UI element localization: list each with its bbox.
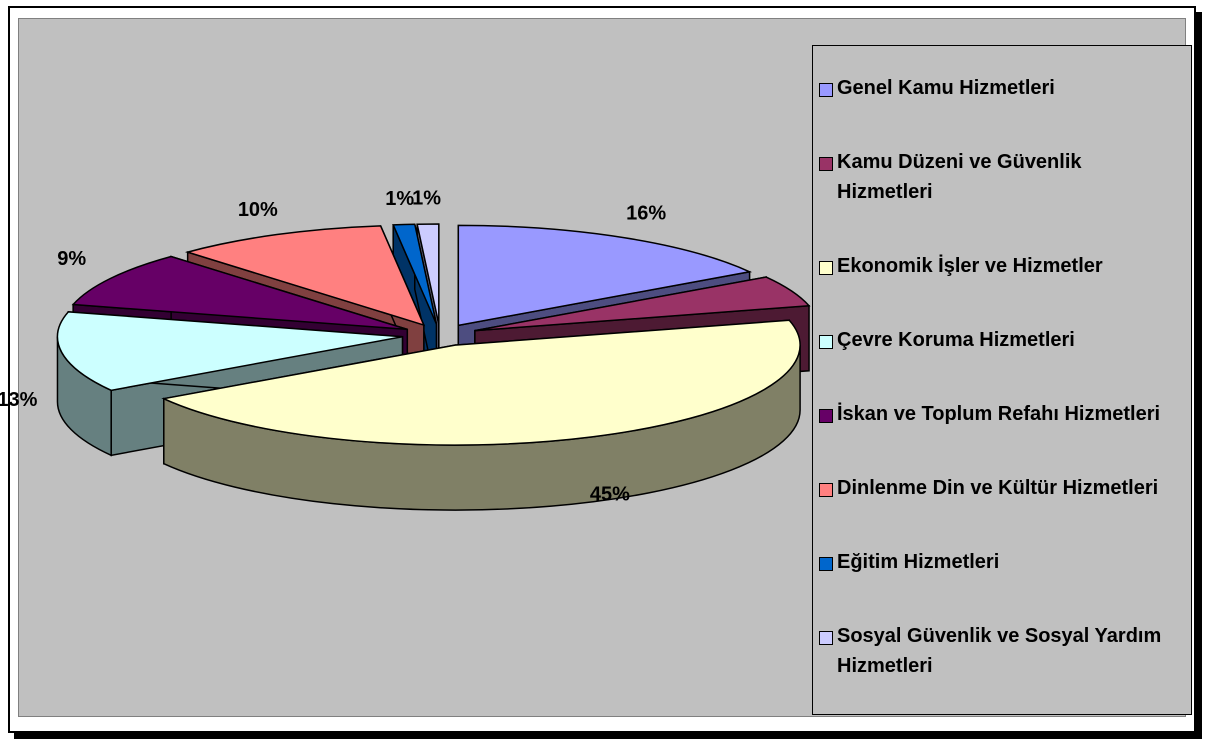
slice: [416, 223, 440, 325]
legend-entry: Genel Kamu Hizmetleri: [813, 77, 1191, 103]
data-label: 16%: [626, 203, 666, 225]
legend-entry: Sosyal Güvenlik ve Sosyal Yardım Hizmetl…: [813, 625, 1191, 681]
data-label: 1%: [385, 188, 414, 210]
legend-label: Kamu Düzeni ve Güvenlik Hizmetleri: [837, 151, 1082, 203]
slice: [457, 224, 753, 327]
legend-entry: Kamu Düzeni ve Güvenlik Hizmetleri: [813, 151, 1191, 207]
legend-label: Ekonomik İşler ve Hizmetler: [837, 255, 1103, 277]
slice: [71, 255, 408, 331]
legend-label: Çevre Koruma Hizmetleri: [837, 329, 1075, 351]
legend-swatch: [819, 157, 833, 171]
slice: [161, 319, 801, 446]
legend-entry: Dinlenme Din ve Kültür Hizmetleri: [813, 477, 1191, 503]
legend-entry: Ekonomik İşler ve Hizmetler: [813, 255, 1191, 281]
slice: [56, 311, 403, 392]
data-label: 1%: [412, 187, 441, 209]
legend-swatch: [819, 409, 833, 423]
slice: [392, 223, 438, 325]
legend-swatch: [819, 557, 833, 571]
legend-swatch: [819, 83, 833, 97]
legend-entry: Eğitim Hizmetleri: [813, 551, 1191, 577]
legend-label: Dinlenme Din ve Kültür Hizmetleri: [837, 477, 1159, 499]
legend-entry: İskan ve Toplum Refahı Hizmetleri: [813, 403, 1191, 429]
legend-swatch: [819, 631, 833, 645]
slice: [184, 225, 426, 327]
slice: [474, 276, 811, 332]
legend-entry: Çevre Koruma Hizmetleri: [813, 329, 1191, 355]
data-label: 13%: [0, 389, 38, 411]
legend-swatch: [819, 483, 833, 497]
legend-label: İskan ve Toplum Refahı Hizmetleri: [837, 403, 1161, 425]
legend: Genel Kamu Hizmetleri Kamu Düzeni ve Güve…: [812, 45, 1192, 715]
legend-label: Genel Kamu Hizmetleri: [837, 77, 1055, 99]
data-label: 9%: [57, 248, 86, 270]
legend-label: Sosyal Güvenlik ve Sosyal Yardım Hizmetl…: [837, 625, 1162, 677]
legend-swatch: [819, 335, 833, 349]
legend-label: Eğitim Hizmetleri: [837, 551, 1000, 573]
legend-swatch: [819, 261, 833, 275]
data-label: 10%: [238, 199, 278, 221]
data-label: 45%: [590, 484, 630, 506]
